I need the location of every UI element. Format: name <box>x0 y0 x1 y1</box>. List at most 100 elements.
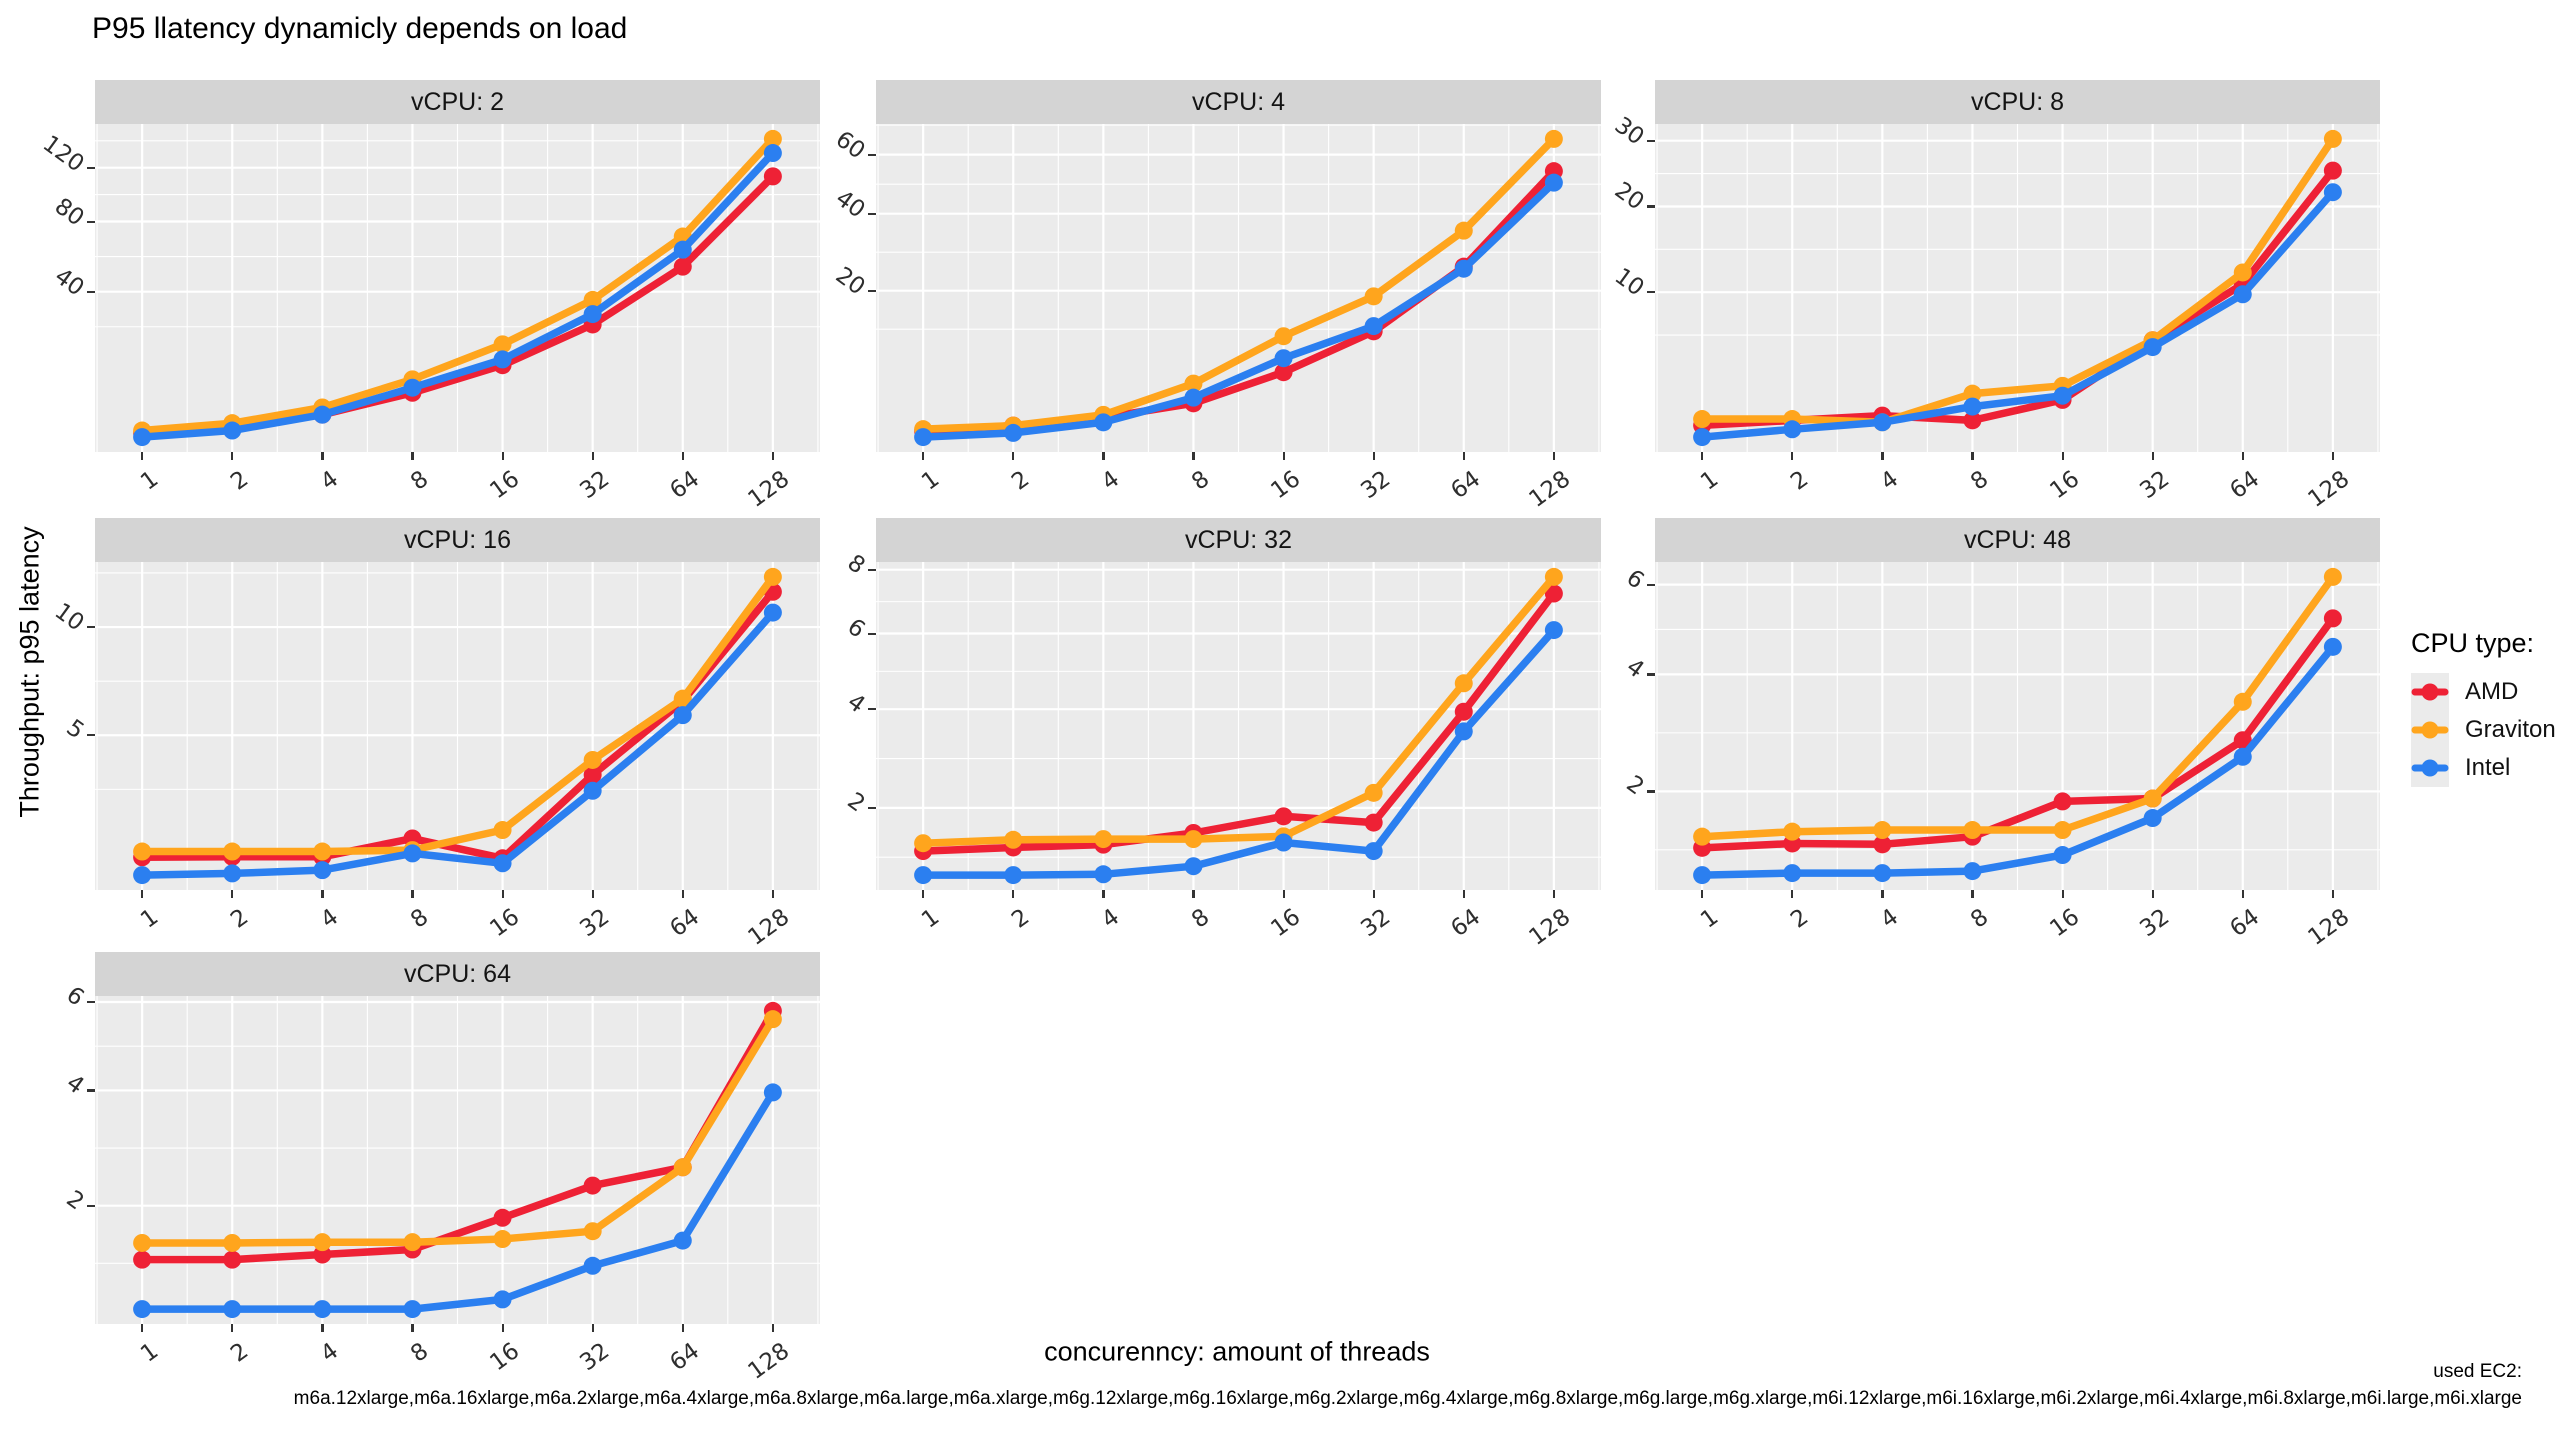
y-tick-mark <box>87 1089 95 1092</box>
series-point-Intel <box>673 240 692 259</box>
y-tick-mark <box>1647 790 1655 793</box>
series-point-Intel <box>1364 842 1383 861</box>
y-tick-label: 5 <box>61 715 89 745</box>
series-point-Intel <box>133 428 152 447</box>
series-point-Graviton <box>1454 221 1473 240</box>
series-point-Intel <box>2053 846 2072 865</box>
series-point-Intel <box>2053 386 2072 405</box>
series-point-Intel <box>1693 866 1712 885</box>
facet-panel <box>95 124 820 452</box>
legend-key-glyph <box>2411 721 2449 739</box>
series-point-AMD <box>673 257 692 276</box>
series-point-Graviton <box>2323 129 2342 148</box>
series-point-Graviton <box>403 1233 422 1252</box>
legend-item-intel: Intel <box>2411 749 2556 787</box>
facet-strip: vCPU: 32 <box>876 518 1601 562</box>
x-tick-mark <box>501 1324 504 1332</box>
legend-key-icon <box>2411 749 2449 787</box>
series-point-Graviton <box>1693 827 1712 846</box>
y-tick-mark <box>868 568 876 571</box>
y-tick-mark <box>868 212 876 215</box>
series-point-Graviton <box>763 1010 782 1029</box>
legend-item-graviton: Graviton <box>2411 711 2556 749</box>
x-tick-mark <box>141 452 144 460</box>
legend-dot <box>2421 759 2439 777</box>
x-tick-mark <box>1881 890 1884 898</box>
series-point-Intel <box>1184 857 1203 876</box>
series-point-Graviton <box>1454 674 1473 693</box>
x-tick-mark <box>1791 452 1794 460</box>
x-tick-mark <box>231 1324 234 1332</box>
series-line-Graviton <box>138 135 777 435</box>
facet-panel <box>876 562 1601 890</box>
series-line-Graviton <box>1698 573 2337 841</box>
series-point-Intel <box>133 866 152 885</box>
series-point-Graviton <box>763 129 782 148</box>
x-tick-mark <box>231 890 234 898</box>
series-point-Intel <box>1184 388 1203 407</box>
legend-title: CPU type: <box>2411 628 2535 658</box>
series-point-Intel <box>583 781 602 800</box>
y-tick-mark <box>1647 139 1655 142</box>
series-point-Graviton <box>2323 567 2342 586</box>
series-line-Intel <box>1698 643 2337 879</box>
facet-strip: vCPU: 16 <box>95 518 820 562</box>
facet-strip: vCPU: 8 <box>1655 80 2380 124</box>
y-tick-mark <box>1647 673 1655 676</box>
series-point-AMD <box>763 167 782 186</box>
series-point-Intel <box>223 864 242 883</box>
facet-panel <box>1655 124 2380 452</box>
series-line-Graviton <box>919 573 1558 847</box>
series-point-Intel <box>1364 317 1383 336</box>
series-line-AMD <box>138 1007 777 1264</box>
series-point-Intel <box>313 405 332 424</box>
x-tick-mark <box>1552 890 1556 898</box>
x-tick-mark <box>231 452 234 460</box>
series-point-AMD <box>493 1208 512 1227</box>
x-tick-mark <box>1372 890 1375 898</box>
series-point-AMD <box>1274 363 1293 382</box>
x-tick-mark <box>501 890 504 898</box>
x-tick-mark <box>411 452 414 460</box>
series-point-AMD <box>583 765 602 784</box>
series-point-Graviton <box>763 567 782 586</box>
legend-key-icon <box>2411 711 2449 749</box>
x-tick-mark <box>141 1324 144 1332</box>
series-point-Graviton <box>1963 384 1982 403</box>
x-tick-mark <box>1881 452 1884 460</box>
y-tick-mark <box>87 290 95 293</box>
facet-panel <box>876 124 1601 452</box>
series-point-Graviton <box>1544 567 1563 586</box>
series-point-Intel <box>673 1231 692 1250</box>
series-point-Graviton <box>1004 830 1023 849</box>
x-tick-mark <box>321 890 324 898</box>
series-point-Intel <box>403 1300 422 1319</box>
facet-panel <box>1655 562 2380 890</box>
series-point-Intel <box>1783 864 1802 883</box>
x-tick-mark <box>501 452 504 460</box>
series-point-Intel <box>763 144 782 163</box>
x-tick-mark <box>1791 890 1794 898</box>
facet-strip: vCPU: 48 <box>1655 518 2380 562</box>
facet-panel <box>95 562 820 890</box>
series-point-Graviton <box>1274 327 1293 346</box>
series-point-Graviton <box>1693 410 1712 429</box>
series-point-Graviton <box>1184 374 1203 393</box>
series-line-AMD <box>1698 614 2337 852</box>
x-tick-mark <box>411 890 414 898</box>
y-tick-mark <box>87 626 95 629</box>
y-tick-mark <box>868 708 876 711</box>
facet-strip: vCPU: 4 <box>876 80 1601 124</box>
series-point-Intel <box>1783 420 1802 439</box>
series-line-Intel <box>138 608 777 879</box>
series-point-Intel <box>1094 413 1113 432</box>
series-point-Intel <box>763 1083 782 1102</box>
series-point-Graviton <box>914 834 933 853</box>
series-point-Intel <box>1004 423 1023 442</box>
legend-label: Graviton <box>2465 716 2556 743</box>
x-tick-mark <box>2151 452 2154 460</box>
caption-instance-list: m6a.12xlarge,m6a.16xlarge,m6a.2xlarge,m6… <box>293 1388 2522 1409</box>
series-point-Intel <box>403 378 422 397</box>
x-tick-mark <box>1372 452 1375 460</box>
series-point-Intel <box>2143 338 2162 357</box>
